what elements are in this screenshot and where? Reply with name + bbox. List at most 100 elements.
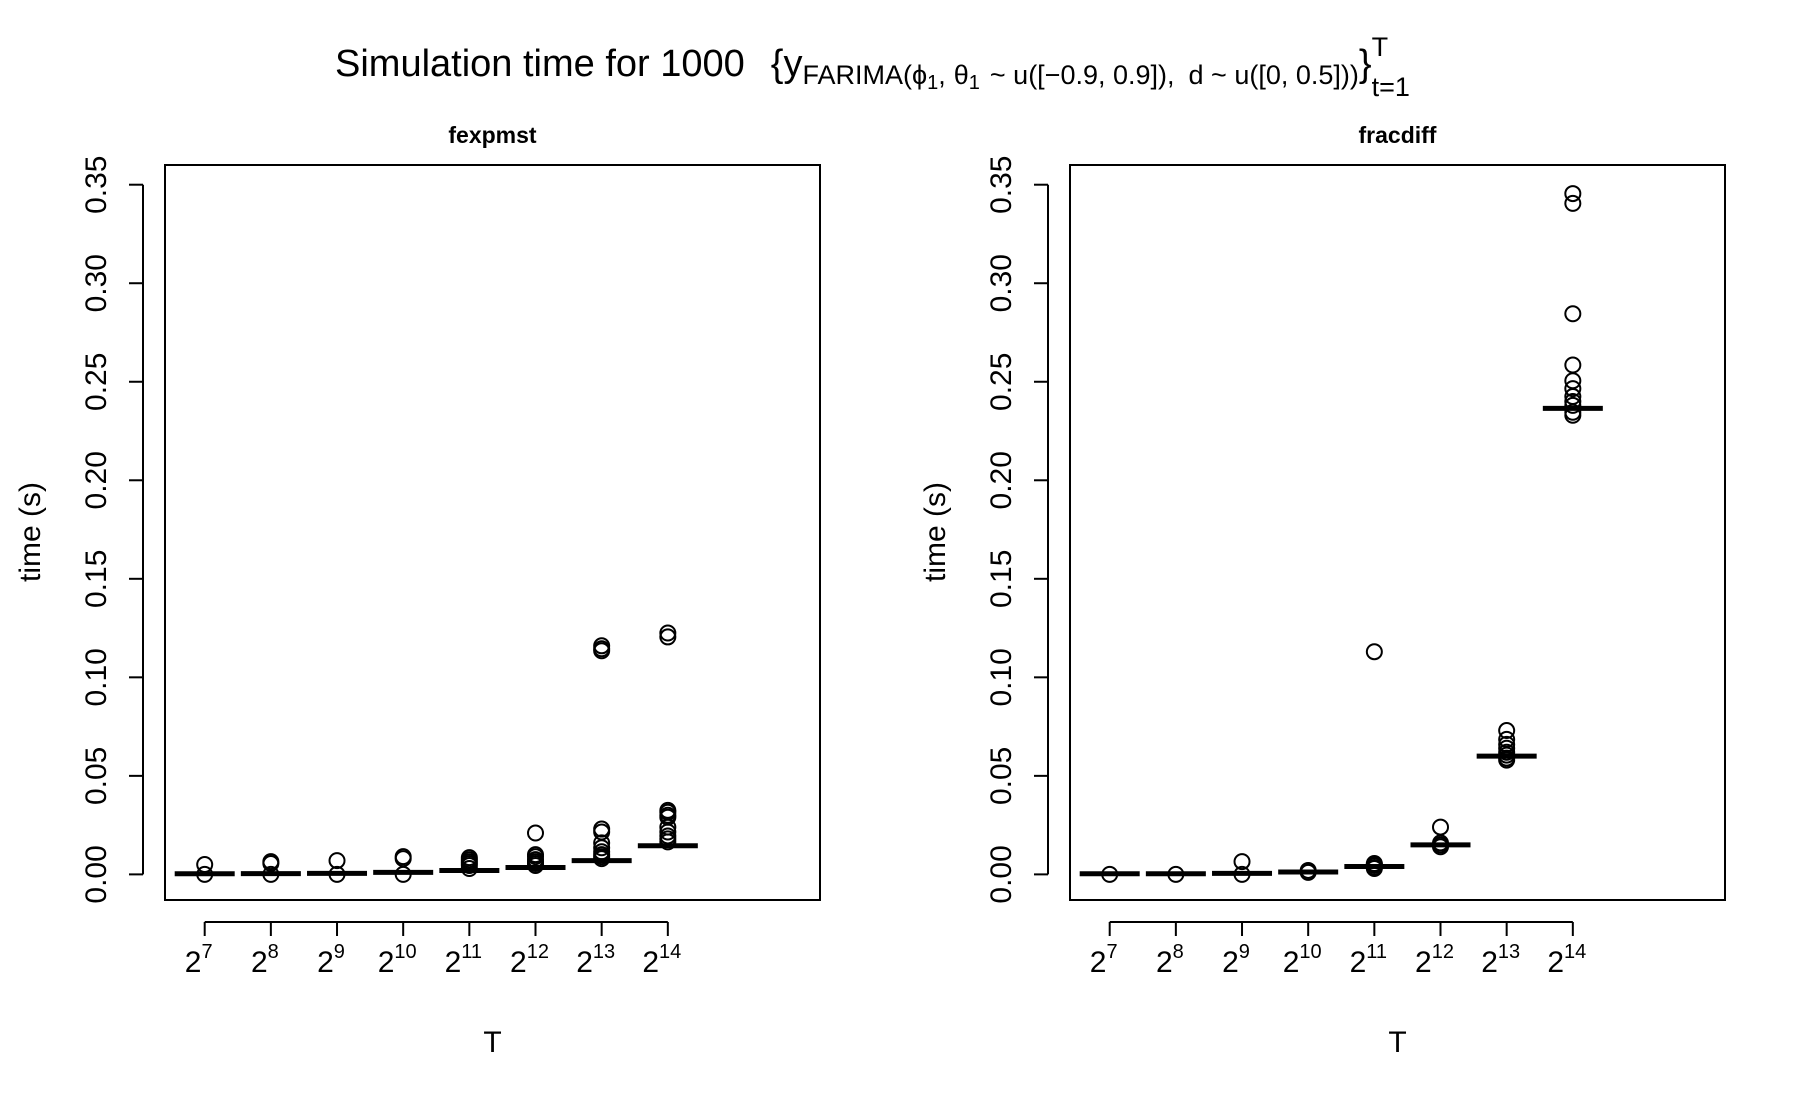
x-tick-base: 2 (1283, 946, 1300, 979)
title-phi: ϕ (912, 60, 927, 90)
x-tick-label: 27 (185, 941, 213, 979)
x-tick-label: 211 (445, 941, 482, 979)
x-tick-base: 2 (1415, 946, 1432, 979)
x-tick-exponent: 13 (1498, 941, 1520, 963)
x-tick-base: 2 (445, 946, 462, 979)
x-tick-exponent: 11 (461, 941, 482, 963)
x-tick-exponent: 9 (1239, 941, 1250, 963)
title-farima: FARIMA (802, 60, 903, 90)
y-tick-label: 0.30 (985, 254, 1018, 312)
y-tick-label: 0.35 (985, 156, 1018, 214)
outlier-point (527, 824, 545, 842)
x-tick-base: 2 (1090, 946, 1107, 979)
x-tick-base: 2 (642, 946, 659, 979)
x-tick-base: 2 (317, 946, 334, 979)
title-subscript: t=1 (1372, 72, 1410, 102)
x-tick-exponent: 8 (268, 941, 279, 963)
x-tick-label: 211 (1350, 941, 1387, 979)
y-tick-label: 0.25 (80, 353, 113, 411)
title-theta-sub: 1 (969, 72, 980, 94)
x-tick-exponent: 10 (1299, 941, 1321, 963)
y-tick-label: 0.00 (985, 845, 1018, 903)
x-tick-label: 213 (576, 941, 615, 979)
title-brace-open: { (771, 43, 784, 85)
x-tick-exponent: 11 (1366, 941, 1387, 963)
outlier-point (1564, 185, 1582, 203)
plot-frame (1069, 164, 1726, 901)
x-tick-exponent: 12 (527, 941, 549, 963)
x-tick-exponent: 13 (593, 941, 615, 963)
x-tick-exponent: 7 (1106, 941, 1117, 963)
outlier-point (1498, 751, 1516, 769)
x-tick-base: 2 (1156, 946, 1173, 979)
x-tick-label: 210 (1283, 941, 1322, 979)
plot-frame (164, 164, 821, 901)
title-lead: Simulation time for 1000 (335, 43, 745, 85)
x-tick-label: 212 (510, 941, 549, 979)
x-tick-label: 210 (378, 941, 417, 979)
panel-fexpmst: fexpmst 0.00 0.05 0.10 0.15 0.20 0.25 0.30 0.35 t… (14, 122, 821, 1059)
y-axis-label: time (s) (919, 482, 952, 582)
title-brace-close: } (1359, 43, 1372, 85)
x-tick-label: 27 (1090, 941, 1118, 979)
x-tick-label: 28 (1156, 941, 1184, 979)
x-axis-label: T (483, 1026, 501, 1059)
x-tick-exponent: 14 (1564, 941, 1586, 963)
y-tick-label: 0.25 (985, 353, 1018, 411)
y-tick-label: 0.05 (80, 747, 113, 805)
outlier-point (1564, 396, 1582, 414)
title-dist1: ~ u([−0.9, 0.9]), (990, 60, 1175, 90)
outlier-point (1365, 643, 1383, 661)
title-dist2: d ~ u([0, 0.5]) (1189, 60, 1350, 90)
x-tick-base: 2 (1547, 946, 1564, 979)
title-comma: , (938, 60, 946, 90)
x-tick-exponent: 14 (659, 941, 681, 963)
outlier-point (1564, 194, 1582, 212)
title-paren-open: ( (903, 60, 912, 90)
outlier-point (1564, 356, 1582, 374)
y-tick-label: 0.35 (80, 156, 113, 214)
outlier-point (1564, 380, 1582, 398)
y-tick-label: 0.30 (80, 254, 113, 312)
x-tick-exponent: 12 (1432, 941, 1454, 963)
x-tick-base: 2 (185, 946, 202, 979)
outlier-point (659, 628, 677, 646)
outlier-point (1432, 818, 1450, 836)
x-tick-label: 29 (1222, 941, 1250, 979)
outlier-point (593, 642, 611, 660)
panel-title: fracdiff (1359, 122, 1437, 148)
outlier-point (328, 852, 346, 870)
x-tick-base: 2 (1222, 946, 1239, 979)
x-tick-base: 2 (1350, 946, 1367, 979)
title-y: y (783, 43, 802, 85)
x-tick-label: 214 (1547, 941, 1586, 979)
panel-fracdiff: fracdiff 0.00 0.05 0.10 0.15 0.20 0.25 0.30 0.35… (919, 122, 1726, 1059)
x-tick-label: 213 (1481, 941, 1520, 979)
main-title: Simulation time for 1000 {yFARIMA(ϕ1, θ1 ~ … (335, 32, 1410, 102)
y-tick-label: 0.15 (80, 550, 113, 608)
x-tick-label: 212 (1415, 941, 1454, 979)
x-tick-base: 2 (251, 946, 268, 979)
y-tick-label: 0.10 (985, 648, 1018, 706)
x-tick-exponent: 8 (1173, 941, 1184, 963)
outlier-point (659, 833, 677, 851)
y-axis-label: time (s) (14, 482, 47, 582)
y-tick-label: 0.15 (985, 550, 1018, 608)
x-tick-label: 214 (642, 941, 681, 979)
panel-title: fexpmst (448, 122, 537, 148)
outlier-point (262, 855, 280, 873)
title-phi-sub: 1 (927, 72, 938, 94)
x-tick-exponent: 9 (334, 941, 345, 963)
y-tick-label: 0.20 (80, 451, 113, 509)
y-tick-label: 0.00 (80, 845, 113, 903)
x-tick-base: 2 (1481, 946, 1498, 979)
x-tick-base: 2 (576, 946, 593, 979)
x-tick-base: 2 (510, 946, 527, 979)
outlier-point (1564, 305, 1582, 323)
y-tick-label: 0.05 (985, 747, 1018, 805)
title-theta: θ (954, 60, 969, 90)
x-tick-label: 28 (251, 941, 279, 979)
title-superscript: T (1372, 32, 1389, 62)
x-tick-exponent: 7 (201, 941, 212, 963)
